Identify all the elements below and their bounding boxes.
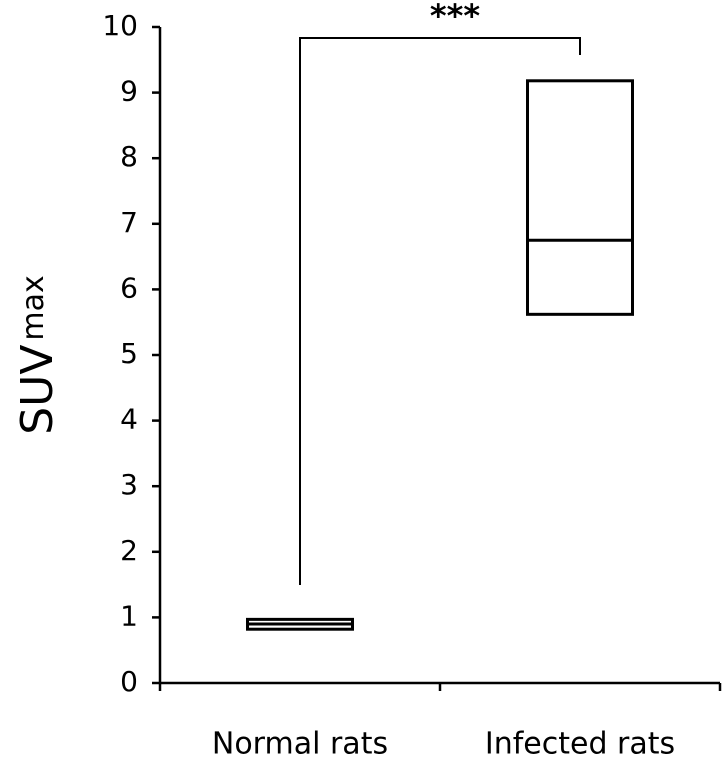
y-tick-label: 1 <box>120 599 138 632</box>
y-label-main: SUV <box>12 345 63 435</box>
box <box>526 79 634 316</box>
y-axis-label: SUV max <box>12 275 63 435</box>
x-tick-label: Infected rats <box>485 727 675 757</box>
y-tick-label: 10 <box>102 9 138 42</box>
y-tick-label: 9 <box>120 75 138 108</box>
y-tick-label: 6 <box>120 271 138 304</box>
significance-label: *** <box>430 0 480 35</box>
y-label-subscript: max <box>16 275 51 340</box>
significance-bracket <box>299 37 581 585</box>
y-tick-label: 8 <box>120 140 138 173</box>
y-tick-label: 3 <box>120 468 138 501</box>
y-tick-label: 0 <box>120 665 138 698</box>
y-tick-label: 5 <box>120 337 138 370</box>
y-tick-label: 4 <box>120 403 138 436</box>
y-tick-label: 7 <box>120 206 138 239</box>
x-tick-label: Normal rats <box>212 727 388 757</box>
y-tick-label: 2 <box>120 534 138 567</box>
